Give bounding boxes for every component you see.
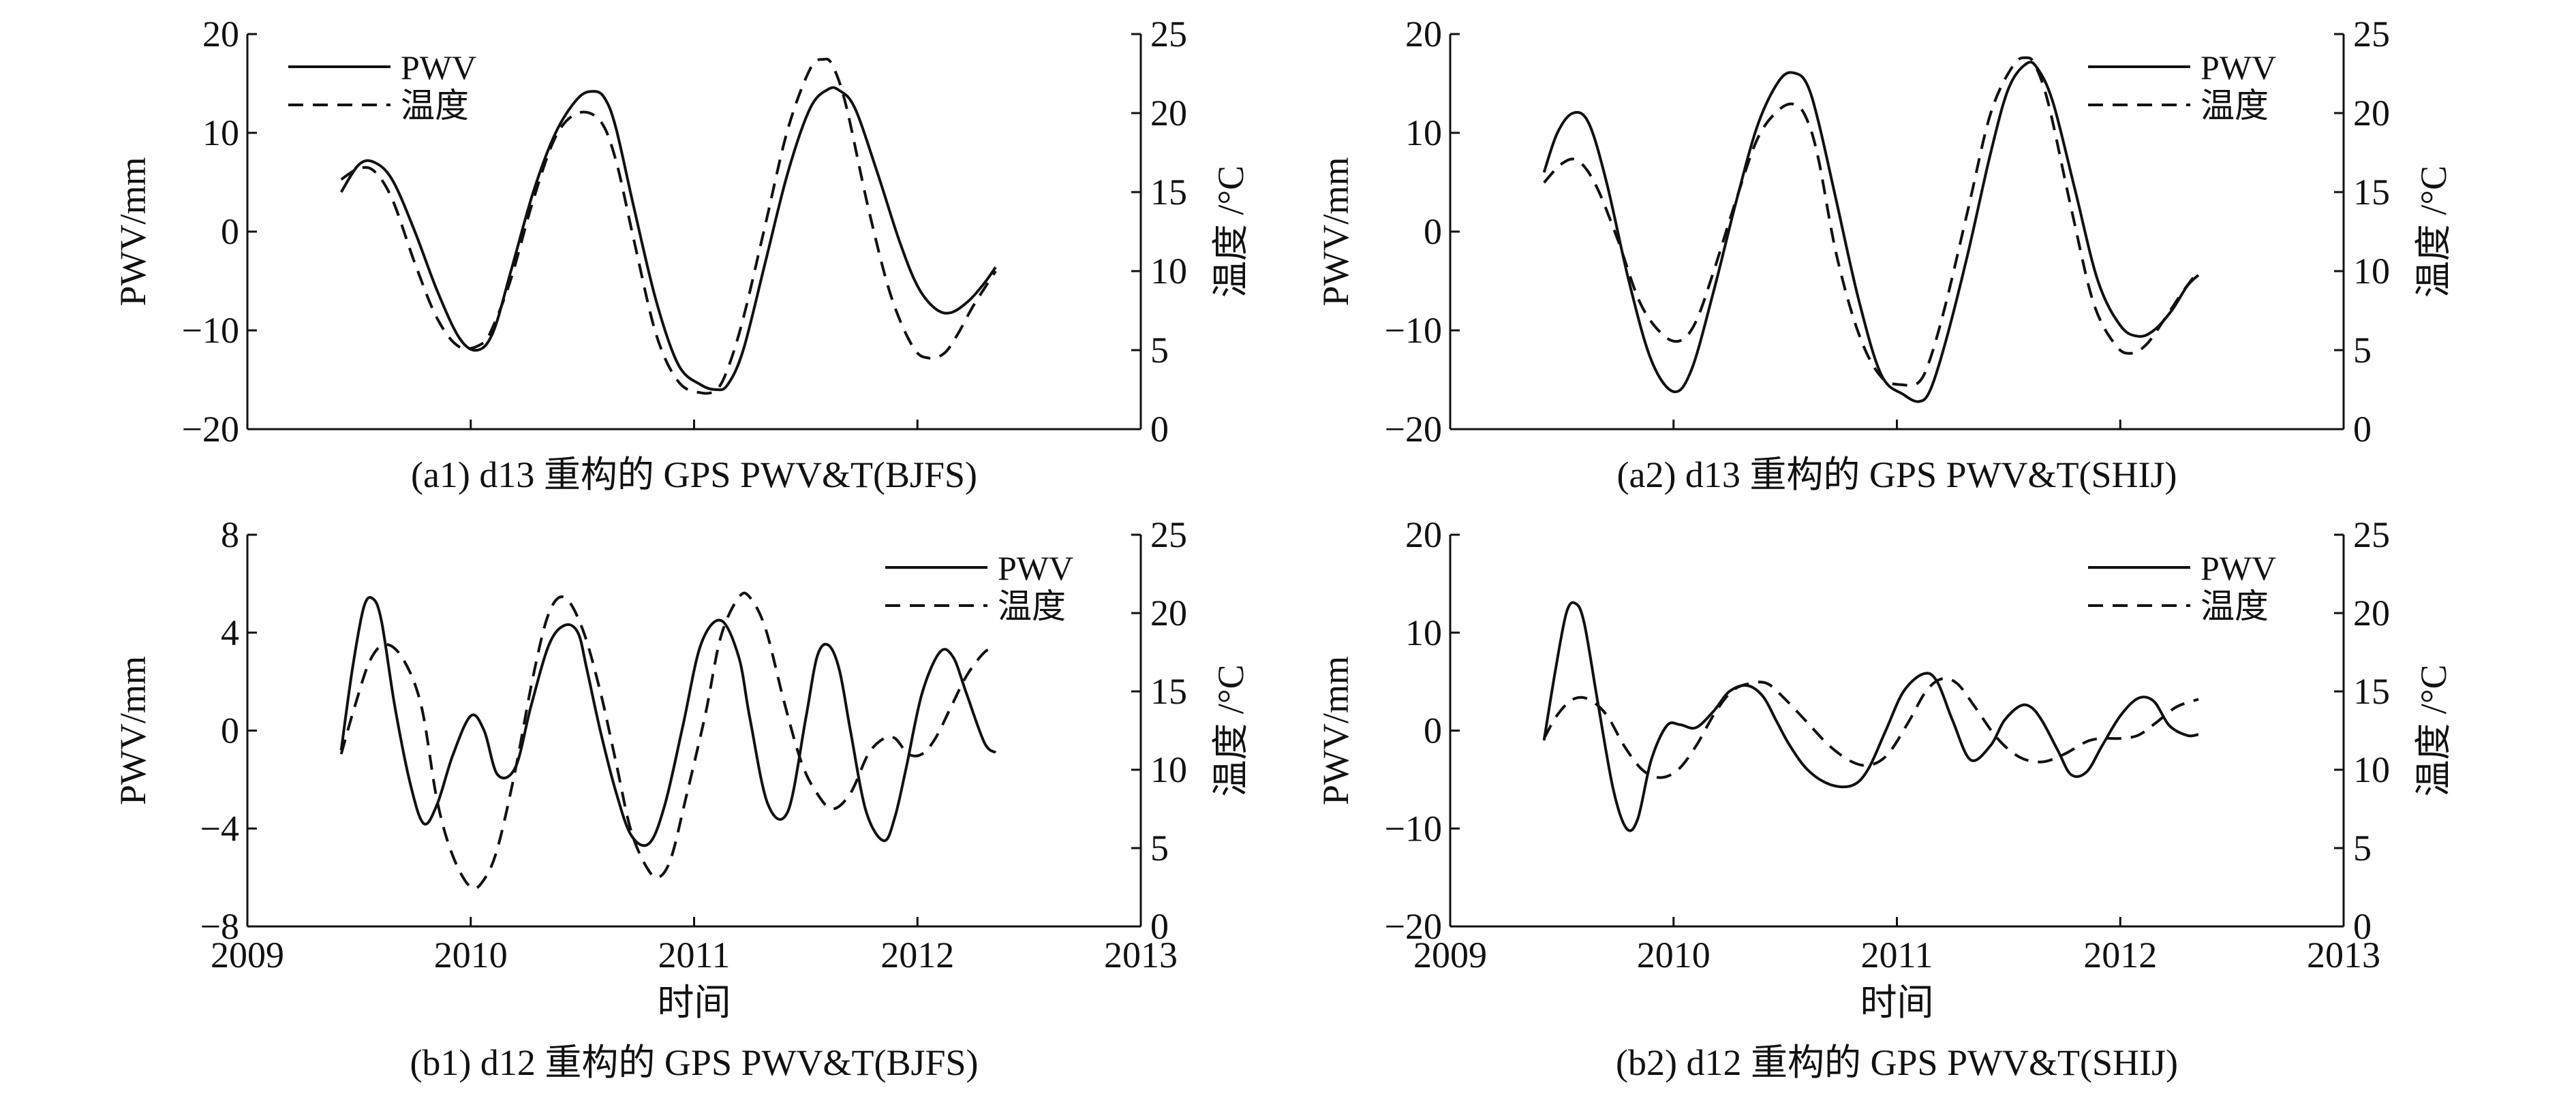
y2-tick-label: 25: [2353, 14, 2390, 54]
y-tick-label: −20: [1385, 409, 1442, 450]
y-tick-label: 10: [1405, 612, 1442, 653]
legend-label: 温度: [401, 87, 469, 125]
chart-panel-b1: −8 −4 0 4 8 0 5 10 15 20 25 2009 2010 2011 2012 2013 PWV…: [112, 514, 1251, 1083]
x-axis-title: 时间: [658, 982, 731, 1023]
panel-caption: (a2) d13 重构的 GPS PWV&T(SHIJ): [1617, 454, 2177, 495]
y2-tick-label: 5: [2353, 330, 2372, 371]
y2-tick-label: 20: [1150, 593, 1187, 634]
y-tick-label: 20: [1405, 514, 1442, 555]
y-tick-label: 4: [221, 612, 239, 653]
y-tick-label: 8: [221, 514, 239, 555]
legend-label: PWV: [998, 549, 1073, 587]
legend-label: 温度: [998, 587, 1066, 625]
y2-tick-label: 5: [1150, 330, 1169, 371]
y2-tick-label: 25: [2353, 514, 2390, 555]
chart-panel-b2: −20 −10 0 10 20 0 5 10 15 20 25 2009 2010 2011 2012 201…: [1315, 514, 2454, 1083]
y-tick-label: 10: [1405, 112, 1442, 153]
y2-tick-label: 15: [2353, 172, 2390, 213]
y2-tick-label: 15: [1150, 671, 1187, 712]
y2-axis-title: 温度 /°C: [1210, 166, 1251, 298]
x-tick-label: 2009: [1413, 935, 1487, 975]
y2-tick-label: 20: [2353, 593, 2390, 634]
y-axis-title: PWV/mm: [112, 157, 153, 306]
y-tick-label: 10: [202, 112, 239, 153]
pwv-series-line: [1542, 61, 2200, 403]
panel-caption: (a1) d13 重构的 GPS PWV&T(BJFS): [411, 454, 977, 495]
y-tick-label: −10: [1385, 808, 1442, 849]
temperature-series-line: [340, 57, 997, 395]
y-tick-label: 20: [202, 14, 239, 54]
y-tick-label: −4: [200, 808, 239, 849]
y2-tick-label: 0: [1150, 409, 1169, 450]
x-tick-label: 2011: [1861, 935, 1933, 975]
legend-label: PWV: [2201, 48, 2276, 87]
y-axis-title: PWV/mm: [112, 656, 153, 805]
pwv-series-line: [339, 595, 997, 847]
y2-tick-label: 20: [1150, 93, 1187, 134]
y2-tick-label: 15: [2353, 671, 2390, 712]
y-tick-label: 0: [221, 211, 239, 252]
y-tick-label: −10: [182, 310, 239, 351]
y2-tick-label: 10: [1150, 251, 1187, 292]
y-tick-label: −10: [1385, 310, 1442, 351]
legend-label: 温度: [2201, 87, 2269, 125]
y2-tick-label: 0: [1150, 906, 1169, 947]
x-tick-label: 2012: [2083, 935, 2157, 975]
panel-caption: (b2) d12 重构的 GPS PWV&T(SHIJ): [1616, 1042, 2178, 1083]
x-tick-label: 2010: [434, 935, 508, 975]
legend-label: PWV: [2201, 549, 2276, 587]
y-tick-label: 0: [1424, 211, 1442, 252]
y2-tick-label: 10: [2353, 749, 2390, 790]
y2-tick-label: 20: [2353, 93, 2390, 134]
y-tick-label: −20: [182, 409, 239, 450]
y-tick-label: −20: [1385, 906, 1442, 947]
y2-tick-label: 5: [2353, 828, 2372, 869]
y2-tick-label: 15: [1150, 172, 1187, 213]
chart-panel-a2: −20 −10 0 10 20 0 5 10 15 20 25 PWV/mm 温度 /°C (a2) d1…: [1315, 14, 2454, 495]
y2-tick-label: 0: [2353, 409, 2372, 450]
x-tick-label: 2012: [880, 935, 954, 975]
pwv-series-line: [1542, 601, 2199, 832]
x-tick-label: 2011: [658, 935, 731, 975]
y2-axis-title: 温度 /°C: [1210, 664, 1251, 796]
y2-tick-label: 10: [1150, 749, 1187, 790]
y-tick-label: 0: [1424, 710, 1442, 751]
y2-axis-title: 温度 /°C: [2413, 664, 2454, 796]
x-tick-label: 2013: [1104, 935, 1178, 975]
y2-tick-label: 0: [2353, 906, 2372, 947]
temperature-series-line: [1543, 56, 2200, 387]
y2-axis-title: 温度 /°C: [2413, 166, 2454, 298]
pwv-series-line: [339, 86, 997, 392]
y2-tick-label: 25: [1150, 14, 1187, 54]
x-axis-title: 时间: [1860, 982, 1934, 1023]
temperature-series-line: [1542, 676, 2199, 779]
y-tick-label: 20: [1405, 14, 1442, 54]
panel-caption: (b1) d12 重构的 GPS PWV&T(BJFS): [410, 1042, 978, 1083]
legend-label: PWV: [401, 48, 476, 87]
x-tick-label: 2010: [1637, 935, 1711, 975]
legend-label: 温度: [2201, 587, 2269, 625]
x-tick-label: 2009: [211, 935, 284, 975]
y2-tick-label: 10: [2353, 251, 2390, 292]
chart-panel-a1: −20 −10 0 10 20 0 5 10 15 20 25 PWV/mm 温度 /°C (a1) d1…: [112, 14, 1251, 495]
y-axis-title: PWV/mm: [1315, 656, 1356, 805]
temperature-series-line: [339, 591, 996, 890]
x-tick-label: 2013: [2307, 935, 2380, 975]
y2-tick-label: 25: [1150, 514, 1187, 555]
y2-tick-label: 5: [1150, 828, 1169, 869]
y-axis-title: PWV/mm: [1315, 157, 1356, 306]
y-tick-label: −8: [200, 906, 239, 947]
y-tick-label: 0: [221, 710, 239, 751]
